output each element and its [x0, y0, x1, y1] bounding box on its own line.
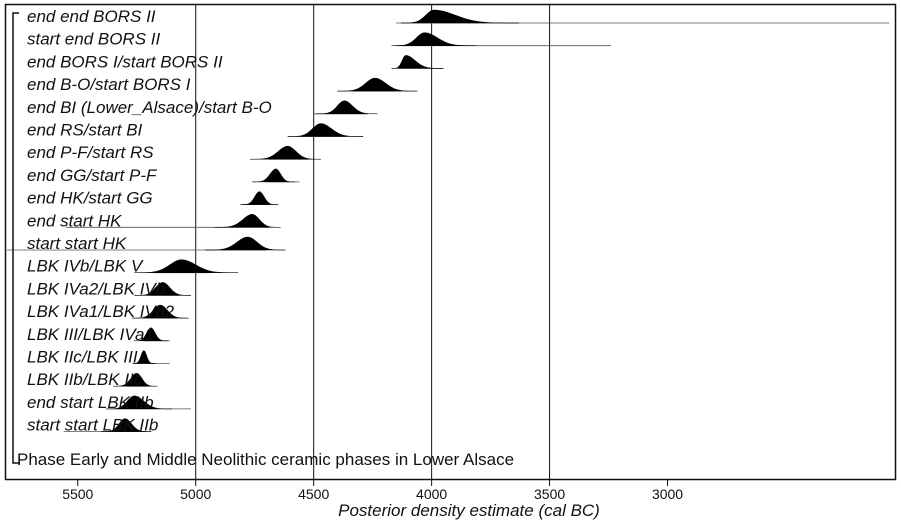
x-tick-label-5000: 5000 — [180, 486, 211, 502]
series-label-0: end end BORS II — [27, 7, 156, 26]
density-6 — [250, 145, 321, 160]
plot-frame — [4, 3, 897, 481]
series-label-6: end P-F/start RS — [27, 143, 154, 162]
x-tick-label-4000: 4000 — [416, 486, 447, 502]
density-3 — [337, 77, 418, 92]
series-label-18: start start LBK IIb — [27, 416, 158, 435]
density-1 — [391, 32, 477, 46]
series-label-1: start end BORS II — [27, 30, 160, 49]
density-9 — [214, 214, 281, 228]
series-label-16: LBK IIb/LBK IIc — [27, 370, 143, 389]
density-13 — [132, 304, 189, 319]
density-10 — [205, 236, 286, 251]
x-axis: 5500 5000 4500 4000 3500 3000 — [62, 480, 683, 502]
series-label-11: LBK IVb/LBK V — [27, 257, 144, 276]
density-7 — [252, 168, 295, 183]
x-axis-label: Posterior density estimate (cal BC) — [338, 501, 600, 520]
series-labels: end end BORS II start end BORS II end BORS… — [27, 7, 272, 435]
series-label-10: start start HK — [27, 234, 127, 253]
density-curves — [7, 9, 890, 433]
series-label-12: LBK IVa2/LBK IVb — [27, 279, 165, 298]
series-label-13: LBK IVa1/LBK IVa2 — [27, 302, 175, 321]
x-tick-label-5500: 5500 — [62, 486, 93, 502]
series-label-17: end start LBK IIb — [27, 393, 154, 412]
series-label-8: end HK/start GG — [27, 189, 153, 208]
density-2 — [391, 55, 444, 69]
series-label-14: LBK III/LBK IVa1 — [27, 325, 154, 344]
x-tick-label-4500: 4500 — [298, 486, 329, 502]
x-tick-label-3000: 3000 — [652, 486, 683, 502]
series-label-3: end B-O/start BORS I — [27, 75, 191, 94]
density-0 — [401, 9, 519, 24]
x-tick-label-3500: 3500 — [534, 486, 565, 502]
density-4 — [316, 100, 378, 115]
series-label-7: end GG/start P-F — [27, 166, 158, 185]
series-label-4: end BI (Lower_Alsace)/start B-O — [27, 98, 272, 117]
density-15 — [132, 350, 156, 364]
density-16 — [113, 372, 158, 387]
density-14 — [133, 327, 168, 342]
density-11 — [134, 259, 239, 273]
density-8 — [240, 191, 279, 205]
phase-bracket — [12, 12, 19, 464]
series-label-15: LBK IIc/LBK III — [27, 348, 138, 367]
density-18 — [101, 418, 152, 432]
series-label-5: end RS/start BI — [27, 121, 143, 140]
density-17 — [106, 395, 173, 410]
series-label-9: end start HK — [27, 211, 122, 230]
series-label-2: end BORS I/start BORS II — [27, 52, 223, 71]
phase-label: Phase Early and Middle Neolithic ceramic… — [17, 450, 514, 469]
density-12 — [134, 282, 191, 296]
gridlines — [195, 5, 551, 479]
density-5 — [287, 123, 364, 137]
